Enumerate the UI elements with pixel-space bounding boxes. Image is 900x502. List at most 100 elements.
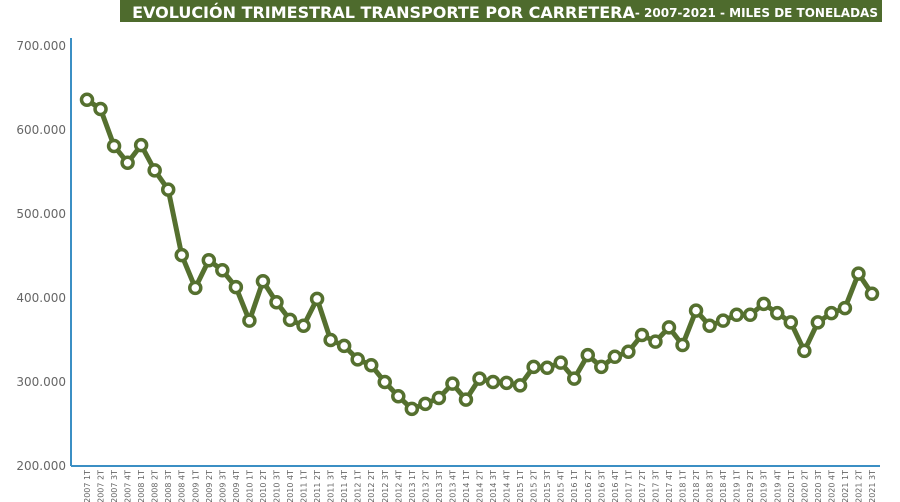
y-tick-label: 500.000 xyxy=(16,207,66,221)
data-point xyxy=(336,338,352,354)
x-tick-label: 2015 1T xyxy=(516,470,525,502)
data-point xyxy=(228,279,244,295)
x-tick-label: 2015 4T xyxy=(557,470,566,502)
x-tick-label: 2012 3T xyxy=(381,470,390,502)
x-tick-label: 2019 4T xyxy=(773,470,782,502)
data-point xyxy=(79,92,95,108)
x-tick-label: 2007 3T xyxy=(110,470,119,502)
data-point xyxy=(391,389,406,404)
data-point xyxy=(201,252,217,268)
x-tick-label: 2010 2T xyxy=(259,470,268,502)
data-point xyxy=(147,163,162,178)
data-point xyxy=(783,315,799,330)
x-tick-label: 2009 3T xyxy=(218,470,227,502)
x-tick-label: 2010 4T xyxy=(286,470,295,502)
x-tick-label: 2021 1T xyxy=(841,470,850,502)
data-point xyxy=(607,349,623,365)
data-point xyxy=(309,291,325,307)
x-tick-label: 2007 4T xyxy=(124,470,133,502)
x-tick-label: 2018 2T xyxy=(692,470,701,502)
y-tick-label: 400.000 xyxy=(16,291,66,305)
x-tick-label: 2019 3T xyxy=(760,470,769,502)
data-point xyxy=(621,344,636,360)
data-point xyxy=(174,247,189,263)
x-tick-label: 2018 1T xyxy=(679,470,688,502)
chart-subtitle: - 2007-2021 - MILES DE TONELADAS xyxy=(634,6,878,20)
data-point xyxy=(404,401,420,417)
x-tick-label: 2013 1T xyxy=(408,470,417,502)
x-tick-label: 2009 1T xyxy=(191,470,200,502)
data-point xyxy=(634,327,650,343)
title-bar: EVOLUCIÓN TRIMESTRAL TRANSPORTE POR CARR… xyxy=(120,0,882,22)
data-point xyxy=(539,360,555,375)
x-tick-label: 2010 1T xyxy=(245,470,254,502)
data-point xyxy=(120,155,135,171)
data-point xyxy=(215,263,230,278)
x-tick-label: 2017 3T xyxy=(651,470,660,502)
x-tick-label: 2015 2T xyxy=(530,470,539,502)
x-tick-label: 2018 3T xyxy=(706,470,715,502)
x-tick-label: 2020 4T xyxy=(827,470,836,502)
chart-title: EVOLUCIÓN TRIMESTRAL TRANSPORTE POR CARR… xyxy=(132,3,635,22)
data-point xyxy=(296,318,311,333)
data-point xyxy=(864,286,880,302)
data-point xyxy=(377,374,393,390)
x-tick-label: 2012 4T xyxy=(394,470,403,502)
x-tick-label: 2007 2T xyxy=(97,470,106,502)
data-point xyxy=(458,392,474,407)
data-point xyxy=(445,376,460,391)
x-tick-label: 2020 2T xyxy=(800,470,809,502)
x-tick-label: 2011 1T xyxy=(300,470,309,502)
data-point xyxy=(675,337,690,353)
data-point xyxy=(133,137,149,153)
data-point xyxy=(797,343,812,359)
data-point xyxy=(702,318,717,333)
data-point xyxy=(580,347,596,363)
data-point xyxy=(512,378,528,393)
x-tick-label: 2012 2T xyxy=(367,470,376,502)
x-tick-label: 2013 4T xyxy=(448,470,457,502)
data-point xyxy=(93,101,108,117)
x-tick-label: 2019 1T xyxy=(733,470,742,502)
data-point xyxy=(431,390,447,406)
data-point xyxy=(594,359,609,375)
x-tick-label: 2014 1T xyxy=(462,470,471,502)
data-point xyxy=(742,307,758,323)
data-point xyxy=(810,315,826,330)
data-point xyxy=(242,313,257,328)
data-point xyxy=(553,355,568,370)
y-tick-label: 300.000 xyxy=(16,375,66,389)
x-tick-label: 2008 3T xyxy=(164,470,173,502)
x-tick-label: 2011 2T xyxy=(313,470,322,502)
y-tick-label: 700.000 xyxy=(16,39,66,53)
data-point xyxy=(418,396,433,412)
x-tick-label: 2012 1T xyxy=(354,470,363,502)
x-tick-label: 2014 3T xyxy=(489,470,498,502)
x-tick-label: 2008 2T xyxy=(151,470,160,502)
data-point xyxy=(282,312,298,328)
x-tick-label: 2011 4T xyxy=(340,470,349,502)
data-point xyxy=(160,182,176,197)
x-tick-label: 2018 4T xyxy=(719,470,728,502)
x-tick-label: 2016 4T xyxy=(611,470,620,502)
x-tick-label: 2017 4T xyxy=(665,470,674,502)
data-point xyxy=(255,273,271,289)
data-point xyxy=(824,305,839,321)
data-point xyxy=(499,375,514,391)
data-point xyxy=(106,138,122,154)
data-point xyxy=(770,305,785,321)
x-tick-label: 2013 2T xyxy=(421,470,430,502)
x-tick-label: 2021 3T xyxy=(868,470,877,502)
x-tick-label: 2020 1T xyxy=(787,470,796,502)
x-tick-label: 2014 2T xyxy=(476,470,485,502)
x-tick-label: 2015 3T xyxy=(543,470,552,502)
data-point xyxy=(485,374,501,390)
data-point xyxy=(756,296,771,312)
data-point xyxy=(350,352,365,367)
data-point xyxy=(269,294,284,310)
data-point xyxy=(715,313,731,328)
x-tick-label: 2013 3T xyxy=(435,470,444,502)
x-tick-label: 2008 4T xyxy=(178,470,187,502)
